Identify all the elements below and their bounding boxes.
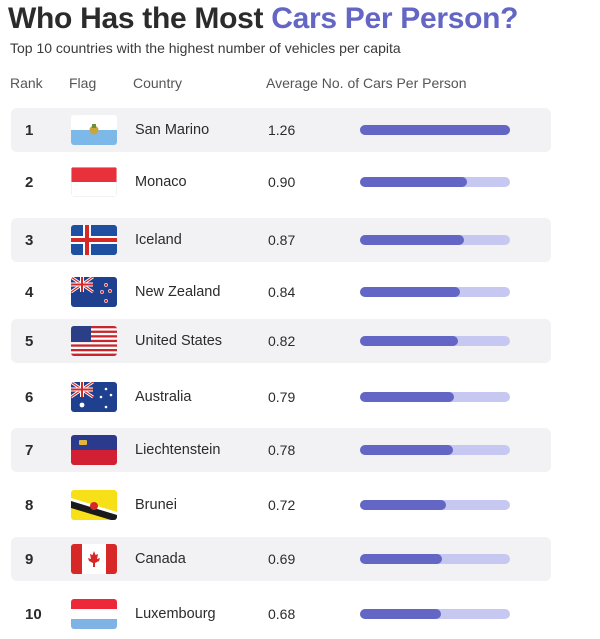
bar [360,500,446,510]
bar [360,177,468,187]
bar [360,235,464,245]
country-label: Luxembourg [135,606,216,622]
country-label: New Zealand [135,284,221,300]
bar-track [360,392,510,402]
column-header-rank: Rank [10,75,43,91]
value-label: 0.90 [268,174,296,190]
rank-label: 9 [25,550,34,568]
value-label: 0.78 [268,442,296,458]
bar-track [360,287,510,297]
rank-label: 4 [25,283,34,301]
column-header-country: Country [133,75,183,91]
value-label: 1.26 [268,122,296,138]
value-label: 0.68 [268,606,296,622]
bar [360,287,460,297]
country-label: Liechtenstein [135,442,221,458]
rank-label: 1 [25,121,34,139]
bar [360,125,510,135]
table-row: 5 United States 0.82 [11,319,551,363]
new-zealand-flag-icon [71,277,117,307]
united-states-flag-icon [71,326,117,356]
country-label: Monaco [135,174,187,190]
liechtenstein-flag-icon [71,435,117,465]
canada-flag-icon [71,544,117,574]
bar-track [360,125,510,135]
luxembourg-flag-icon [71,599,117,629]
country-label: United States [135,333,223,349]
bar [360,445,453,455]
column-header-average: Average No. of Cars Per Person [266,75,467,91]
bar [360,609,441,619]
bar-track [360,235,510,245]
title-main: Who Has the Most [8,2,272,35]
bar-track [360,554,510,564]
table-row: 6 Australia 0.79 [11,375,551,419]
brunei-flag-icon [71,490,117,520]
rank-label: 10 [25,605,42,623]
australia-flag-icon [71,382,117,412]
country-label: Iceland [135,232,182,248]
monaco-flag-icon [71,167,117,197]
table-row: 10 Luxembourg 0.68 [11,592,551,636]
chart-title: Who Has the Most Cars Per Person? [8,2,519,36]
value-label: 0.69 [268,551,296,567]
table-row: 8 Brunei 0.72 [11,483,551,527]
rank-label: 2 [25,173,34,191]
bar [360,392,455,402]
rank-label: 5 [25,332,34,350]
rank-label: 3 [25,231,34,249]
value-label: 0.72 [268,497,296,513]
title-accent: Cars Per Person? [271,2,519,35]
bar-track [360,177,510,187]
rank-label: 8 [25,496,34,514]
iceland-flag-icon [71,225,117,255]
bar [360,336,458,346]
value-label: 0.84 [268,284,296,300]
country-label: Canada [135,551,186,567]
bar-track [360,445,510,455]
column-header-flag: Flag [69,75,97,91]
value-label: 0.79 [268,389,296,405]
table-row: 1 San Marino 1.26 [11,108,551,152]
bar-track [360,609,510,619]
bar [360,554,443,564]
country-label: Brunei [135,497,177,513]
value-label: 0.87 [268,232,296,248]
rank-label: 6 [25,388,34,406]
rank-label: 7 [25,441,34,459]
table-row: 9 Canada 0.69 [11,537,551,581]
table-row: 2 Monaco 0.90 [11,160,551,204]
table-row: 3 Iceland 0.87 [11,218,551,262]
table-row: 4 New Zealand 0.84 [11,270,551,314]
san-marino-flag-icon [71,115,117,145]
value-label: 0.82 [268,333,296,349]
country-label: San Marino [135,122,210,138]
country-label: Australia [135,389,192,405]
chart-subtitle: Top 10 countries with the highest number… [10,40,401,56]
bar-track [360,500,510,510]
table-row: 7 Liechtenstein 0.78 [11,428,551,472]
bar-track [360,336,510,346]
